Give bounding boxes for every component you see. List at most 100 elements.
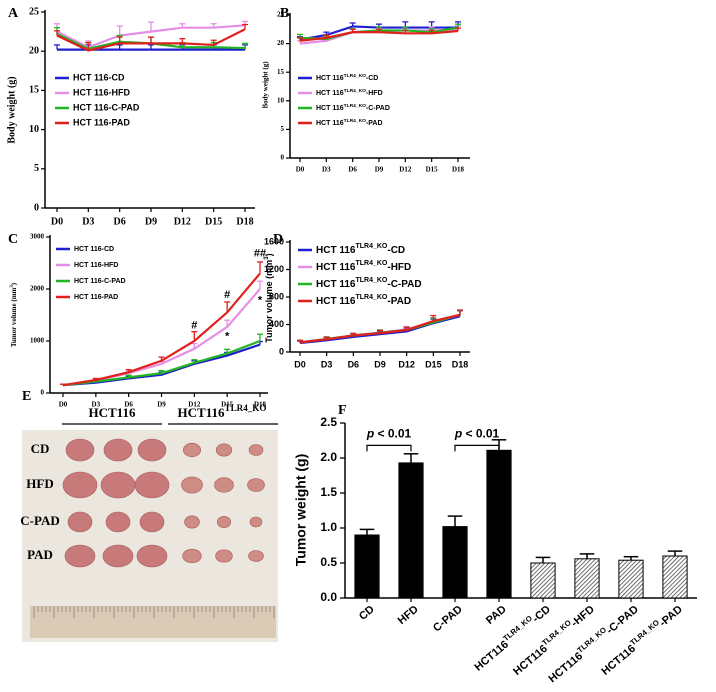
- annotation: *: [258, 294, 263, 306]
- x-tick-label: D6: [114, 216, 126, 227]
- tumor: [134, 471, 170, 499]
- y-tick-label: 2.0: [320, 450, 337, 464]
- y-tick-label: 25: [277, 11, 285, 19]
- error-bar: [457, 309, 463, 315]
- tumor: [184, 515, 200, 529]
- y-axis-label-part: 3: [263, 256, 270, 260]
- y-tick-label: 0.0: [320, 590, 337, 604]
- error-bar: [257, 261, 263, 274]
- x-tick-label: D6: [124, 401, 133, 409]
- error-bar: [455, 23, 461, 28]
- y-tick-label: 15: [29, 85, 39, 96]
- panel-letter: D: [273, 232, 283, 247]
- tumor: [103, 438, 133, 462]
- bar: [530, 562, 556, 599]
- x-tick-label: D3: [321, 359, 333, 369]
- x-tick-label: D3: [92, 401, 101, 409]
- legend-label-part: -C-PAD: [387, 279, 421, 290]
- tumor: [215, 443, 233, 457]
- bar: [618, 559, 644, 599]
- tumor: [64, 544, 96, 568]
- y-axis-label: Tumor weight (g): [293, 454, 309, 567]
- p-value: p < 0.01: [366, 427, 412, 441]
- error-bar: [257, 280, 263, 289]
- series-line: [299, 29, 459, 42]
- series-line: [56, 28, 246, 52]
- significance-bracket: [366, 444, 412, 452]
- legend-label-part: HCT 116: [316, 90, 344, 97]
- panel-letter: C: [8, 232, 18, 247]
- legend-label-part: TLR4_KO: [355, 243, 387, 250]
- error-bar: [54, 30, 60, 36]
- x-tick-label: D3: [322, 166, 331, 174]
- legend-label-part: TLR4_KO: [344, 118, 366, 124]
- x-tick-label: D0: [51, 216, 63, 227]
- series-line: [62, 272, 261, 387]
- x-tick-label: D6: [348, 359, 360, 369]
- error-bar: [403, 453, 419, 463]
- x-tick-label: D0: [296, 166, 305, 174]
- error-bar: [667, 550, 683, 556]
- x-tick-label: D15: [426, 166, 439, 174]
- tumor: [67, 511, 93, 533]
- tumor: [247, 478, 265, 492]
- legend-label: HCT 116TLR4_KO-CD: [316, 243, 405, 255]
- y-tick-label: 1600: [264, 236, 284, 246]
- p-value: p < 0.01: [454, 427, 500, 441]
- legend-label-part: TLR4_KO: [344, 103, 366, 109]
- y-tick-label: 10: [277, 96, 285, 104]
- y-tick-label: 400: [269, 319, 284, 329]
- legend-label-part: -CD: [366, 75, 378, 82]
- error-bar: [116, 25, 123, 36]
- legend-label-part: HCT 116: [316, 262, 356, 273]
- legend-label: HCT 116TLR4_KO-PAD: [316, 294, 411, 306]
- y-axis-label: Tumor volume (mm3): [263, 253, 274, 342]
- annotation: ##: [254, 248, 266, 260]
- legend-label-part: -PAD: [366, 120, 383, 127]
- x-tick-label: D3: [82, 216, 94, 227]
- p-value-part: < 0.01: [462, 427, 499, 441]
- error-bar: [257, 333, 263, 341]
- x-tick-label: D9: [145, 216, 157, 227]
- y-axis-label: Tumor volume (mm3): [10, 282, 18, 347]
- tumor: [181, 476, 203, 494]
- bar: [442, 526, 468, 599]
- y-tick-label: 0: [41, 389, 45, 397]
- panel-letter: E: [22, 389, 31, 404]
- legend-label-part: -CD: [387, 245, 405, 256]
- error-bar: [242, 23, 248, 30]
- legend-label-part: -C-PAD: [366, 105, 390, 112]
- panel-letter: A: [8, 6, 19, 21]
- tumor: [216, 516, 232, 528]
- legend-label-part: TLR4_KO: [355, 260, 387, 267]
- tumor: [182, 548, 202, 564]
- legend-label-part: HCT 116: [316, 296, 356, 307]
- panel-letter: B: [280, 6, 289, 21]
- legend-label-part: HCT 116: [316, 245, 356, 256]
- y-tick-label: 20: [277, 39, 285, 47]
- y-axis-label: Body weight (g): [6, 76, 17, 143]
- y-tick-label: 1200: [264, 264, 284, 274]
- row-label: PAD: [27, 547, 53, 562]
- y-tick-label: 2000: [30, 285, 45, 293]
- legend-label-part: -PAD: [387, 296, 411, 307]
- legend-label-part: TLR4_KO: [344, 73, 366, 79]
- legend-label: HCT 116-C-PAD: [74, 278, 126, 285]
- legend-label: HCT 116-CD: [73, 72, 125, 82]
- group-label: HCT116: [89, 405, 136, 420]
- y-tick-label: 5: [281, 125, 285, 133]
- tumor: [249, 516, 263, 528]
- y-tick-label: 1.0: [320, 520, 337, 534]
- y-axis-label: Body weight (g): [262, 61, 270, 109]
- p-value-part: p: [454, 427, 462, 441]
- legend-label: HCT 116TLR4_KO-HFD: [316, 88, 383, 97]
- x-tick-label: D12: [174, 216, 191, 227]
- tumor: [100, 471, 136, 499]
- legend-label: HCT 116TLR4_KO-HFD: [316, 260, 411, 272]
- bar: [486, 449, 512, 599]
- x-tick-label: D12: [399, 166, 412, 174]
- y-tick-label: 800: [269, 291, 284, 301]
- y-tick-label: 0: [34, 202, 39, 213]
